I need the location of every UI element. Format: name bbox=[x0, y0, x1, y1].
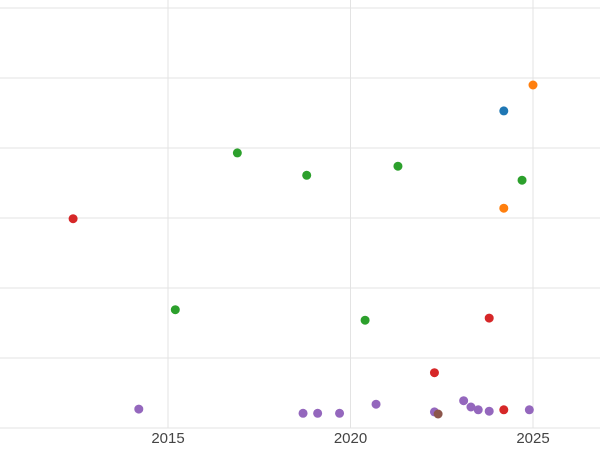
data-point-purple bbox=[524, 405, 534, 415]
data-point-red bbox=[499, 405, 509, 415]
data-point-purple bbox=[313, 408, 323, 418]
data-point-green bbox=[517, 175, 527, 185]
data-point-green bbox=[302, 170, 312, 180]
data-point-brown bbox=[433, 409, 443, 419]
data-point-purple bbox=[459, 396, 469, 406]
x-tick-label: 2015 bbox=[151, 430, 184, 447]
data-point-orange bbox=[528, 80, 538, 90]
data-point-green bbox=[393, 161, 403, 171]
x-tick-label: 2020 bbox=[334, 430, 367, 447]
data-point-purple bbox=[473, 405, 483, 415]
data-point-purple bbox=[484, 406, 494, 416]
data-point-red bbox=[484, 313, 494, 323]
data-point-green bbox=[232, 148, 242, 158]
x-tick-label: 2025 bbox=[516, 430, 549, 447]
data-point-purple bbox=[134, 404, 144, 414]
data-point-orange bbox=[499, 203, 509, 213]
data-point-purple bbox=[335, 408, 345, 418]
data-point-green bbox=[360, 315, 370, 325]
data-point-red bbox=[429, 368, 439, 378]
data-point-red bbox=[68, 214, 78, 224]
data-point-purple bbox=[371, 399, 381, 409]
data-point-purple bbox=[298, 408, 308, 418]
data-point-green bbox=[170, 305, 180, 315]
data-point-purple bbox=[466, 402, 476, 412]
data-point-blue bbox=[499, 106, 509, 116]
